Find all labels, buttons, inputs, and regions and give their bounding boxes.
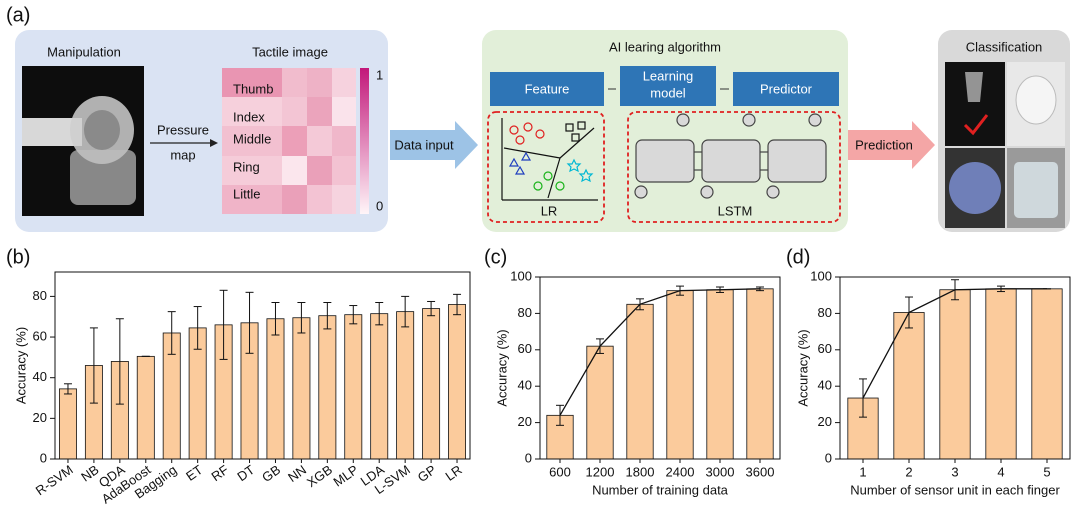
x-tick-label: 600: [549, 464, 571, 479]
x-tick-label: 1200: [586, 464, 615, 479]
y-tick-label: 40: [33, 369, 47, 384]
manipulation-title: Manipulation: [47, 44, 121, 59]
finger-label: Little: [233, 186, 260, 201]
x-axis-label: Number of training data: [592, 482, 729, 497]
learning-model-label: Learning: [643, 68, 694, 83]
y-tick-label: 20: [818, 414, 832, 429]
bar: [1032, 289, 1062, 459]
bar: [59, 389, 76, 459]
y-tick-label: 100: [810, 268, 832, 283]
y-tick-label: 60: [518, 341, 532, 356]
x-tick-label: LR: [443, 462, 465, 484]
bar: [627, 304, 653, 459]
y-tick-label: 80: [33, 288, 47, 303]
finger-label: Ring: [233, 159, 260, 174]
page: {"panel_a": {"label": "(a)", "manipulati…: [0, 0, 1073, 522]
bar: [319, 316, 336, 459]
predictor-label: Predictor: [760, 81, 813, 96]
x-axis-label: Number of sensor unit in each finger: [850, 482, 1060, 497]
classification-title: Classification: [966, 39, 1043, 54]
bar: [397, 312, 414, 459]
feature-label: Feature: [525, 81, 570, 96]
x-tick-label: 3000: [706, 464, 735, 479]
bar: [747, 289, 773, 459]
x-tick-label: XGB: [304, 462, 335, 490]
y-tick-label: 80: [518, 305, 532, 320]
y-axis-label: Accuracy (%): [795, 329, 810, 406]
x-tick-label: RF: [208, 462, 231, 484]
panel-label: (c): [484, 246, 507, 268]
bar: [423, 309, 440, 459]
lstm-label: LSTM: [718, 203, 753, 218]
algorithm-title: AI learing algorithm: [609, 39, 721, 54]
arrow-label: map: [170, 147, 195, 162]
y-axis-label: Accuracy (%): [494, 329, 509, 406]
x-tick-label: R-SVM: [33, 462, 76, 498]
bar: [345, 315, 362, 459]
x-tick-label: 1: [859, 464, 866, 479]
lr-label: LR: [541, 203, 558, 218]
object-images: [945, 62, 1065, 228]
x-tick-label: GB: [259, 462, 283, 485]
x-tick-label: 4: [997, 464, 1004, 479]
x-tick-label: MLP: [330, 462, 361, 490]
x-tick-label: GP: [415, 462, 439, 485]
bar: [267, 319, 284, 459]
finger-label: Index: [233, 109, 265, 124]
x-tick-label: 5: [1043, 464, 1050, 479]
data-input-label: Data input: [394, 137, 454, 152]
y-tick-label: 60: [818, 341, 832, 356]
photo: [22, 66, 144, 216]
bar: [707, 290, 733, 459]
bar: [894, 312, 924, 459]
x-tick-label: 1800: [626, 464, 655, 479]
y-tick-label: 0: [40, 450, 47, 465]
tactile-title: Tactile image: [252, 44, 328, 59]
plot-frame: [540, 277, 780, 459]
finger-label: Thumb: [233, 81, 273, 96]
prediction-label: Prediction: [855, 137, 913, 152]
y-tick-label: 40: [818, 378, 832, 393]
y-tick-label: 60: [33, 328, 47, 343]
panel-label: (b): [6, 246, 30, 268]
y-tick-label: 40: [518, 378, 532, 393]
learning-model-label: model: [650, 85, 686, 100]
bar: [371, 314, 388, 459]
figure: (a) Manipulation Pressure map Tactile im…: [0, 0, 1073, 522]
arrow-label: Pressure: [157, 122, 209, 137]
panel-label: (d): [786, 246, 810, 268]
bar: [986, 289, 1016, 459]
y-axis-label: Accuracy (%): [13, 327, 28, 404]
y-tick-label: 0: [525, 450, 532, 465]
colorbar-label: 1: [376, 67, 383, 82]
colorbar-label: 0: [376, 198, 383, 213]
y-tick-label: 0: [825, 450, 832, 465]
x-tick-label: 3600: [746, 464, 775, 479]
y-tick-label: 80: [818, 305, 832, 320]
bar: [940, 290, 970, 459]
x-tick-label: 3: [951, 464, 958, 479]
bar: [448, 305, 465, 459]
bar: [137, 356, 154, 459]
x-tick-label: DT: [234, 462, 257, 484]
x-tick-label: ET: [183, 462, 205, 484]
x-tick-label: 2400: [666, 464, 695, 479]
panel-label: (a): [6, 4, 30, 26]
y-tick-label: 100: [510, 268, 532, 283]
x-tick-label: 2: [905, 464, 912, 479]
bar: [667, 291, 693, 459]
finger-label: Middle: [233, 131, 271, 146]
y-tick-label: 20: [518, 414, 532, 429]
y-tick-label: 20: [33, 410, 47, 425]
bar: [293, 318, 310, 459]
